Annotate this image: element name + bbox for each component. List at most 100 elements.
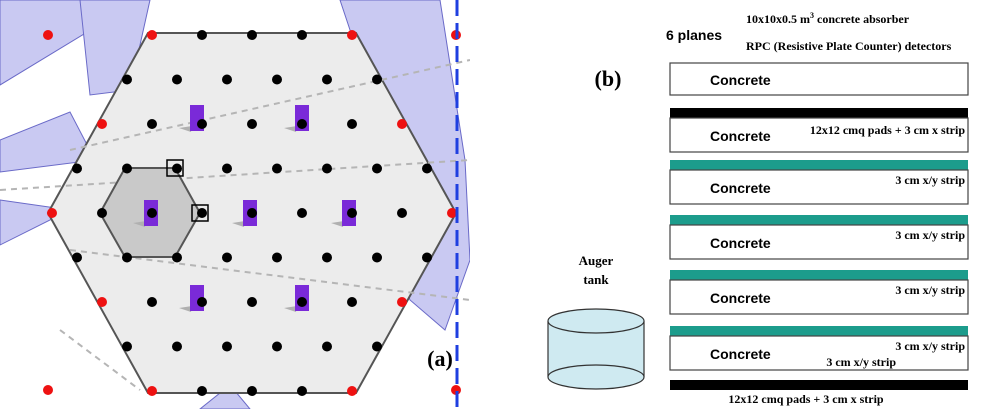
station-dot — [297, 208, 307, 218]
tank-label-line2: tank — [583, 272, 609, 287]
station-dot — [272, 74, 282, 85]
station-dot — [347, 208, 357, 218]
slab-note: 3 cm x/y strip — [895, 283, 965, 297]
rpc-label: RPC (Resistive Plate Counter) detectors — [746, 39, 952, 53]
station-dot — [197, 386, 207, 396]
concrete-box — [669, 169, 969, 205]
station-dot — [272, 252, 282, 263]
station-dot — [422, 163, 432, 174]
outer-station-dot — [43, 385, 53, 395]
station-dot — [372, 74, 382, 85]
grey-dashed-line — [59, 329, 141, 391]
station-dot — [222, 74, 232, 85]
panel-b-label: (b) — [595, 66, 622, 91]
station-dot — [122, 341, 132, 352]
outer-station-dot — [43, 30, 53, 40]
border-station-dot — [147, 30, 157, 40]
station-dot — [322, 252, 332, 263]
bottom-note: 12x12 cmq pads + 3 cm x strip — [728, 392, 884, 406]
slab-note: 3 cm x/y strip — [895, 339, 965, 353]
station-dot — [197, 119, 207, 129]
station-dot — [397, 208, 407, 218]
station-dot — [247, 119, 257, 129]
station-dot — [372, 252, 382, 263]
station-dot — [297, 297, 307, 307]
station-dot — [322, 163, 332, 174]
slab-note-secondary: 3 cm x/y strip — [826, 355, 896, 369]
auger-tank-icon — [547, 308, 645, 390]
detector-shadow — [284, 126, 297, 132]
station-dot — [322, 341, 332, 352]
station-dot — [297, 386, 307, 396]
concrete-box — [669, 279, 969, 315]
concrete-box — [669, 62, 969, 96]
bottom-rpc-bar — [670, 380, 968, 390]
detector-shadow — [179, 126, 192, 132]
concrete-label: Concrete — [710, 128, 771, 144]
station-dot — [247, 386, 257, 396]
tank-label-line1: Auger — [579, 253, 614, 268]
station-dot — [147, 119, 157, 129]
grey-dashed-line — [0, 159, 470, 191]
sector-bottom-left — [199, 384, 251, 409]
border-station-dot — [447, 208, 457, 218]
rpc-pad-bar — [670, 108, 968, 118]
detector-shadow — [133, 221, 146, 227]
station-dots — [43, 30, 461, 396]
station-dot — [347, 119, 357, 129]
station-dot — [297, 119, 307, 129]
border-station-dot — [397, 119, 407, 129]
concrete-label: Concrete — [710, 180, 771, 196]
border-station-dot — [47, 208, 57, 218]
border-station-dot — [347, 30, 357, 40]
station-dot — [122, 74, 132, 85]
slab-4: Concrete 3 cm x/y strip — [669, 215, 969, 260]
station-dot — [247, 297, 257, 307]
slab-6: Concrete 3 cm x/y strip 3 cm x/y strip — [669, 326, 969, 371]
grey-dashed-line — [69, 249, 470, 301]
station-dot — [222, 252, 232, 263]
station-dot — [172, 74, 182, 85]
station-dot — [247, 208, 257, 218]
absorber-label: 10x10x0.5 m3 concrete absorber — [746, 11, 910, 26]
station-dot — [247, 30, 257, 40]
border-station-dot — [97, 119, 107, 129]
station-dot — [322, 74, 332, 85]
station-dot — [297, 30, 307, 40]
concrete-label: Concrete — [710, 290, 771, 306]
slab-note: 3 cm x/y strip — [895, 228, 965, 242]
panel-a-label: (a) — [427, 346, 453, 371]
detector-shadow — [284, 306, 297, 312]
concrete-label: Concrete — [710, 72, 771, 88]
highlight-square — [166, 159, 184, 177]
station-dot — [347, 297, 357, 307]
concrete-slabs: Concrete Concrete 12x12 cmq pads + 3 cm x … — [669, 62, 969, 371]
concrete-box — [669, 117, 969, 153]
layer-structure-diagram: 6 planes 10x10x0.5 m3 concrete absorber … — [547, 11, 969, 406]
station-dot — [197, 297, 207, 307]
station-dot — [147, 297, 157, 307]
planes-label: 6 planes — [666, 27, 722, 43]
detector-shadow — [331, 221, 344, 227]
border-station-dot — [147, 386, 157, 396]
station-dot — [422, 252, 432, 263]
slab-2: Concrete 12x12 cmq pads + 3 cm x strip — [669, 108, 969, 153]
border-station-dot — [397, 297, 407, 307]
grey-dashed-line — [69, 59, 470, 151]
slab-5: Concrete 3 cm x/y strip — [669, 270, 969, 315]
concrete-label: Concrete — [710, 346, 771, 362]
slab-3: Concrete 3 cm x/y strip — [669, 160, 969, 205]
station-dot — [222, 341, 232, 352]
border-station-dot — [347, 386, 357, 396]
detector-shadow — [179, 306, 192, 312]
rpc-strip-bar — [670, 160, 968, 170]
concrete-box — [669, 224, 969, 260]
station-dot — [122, 163, 132, 174]
station-dot — [172, 163, 182, 174]
grey-dashed-lines — [0, 59, 470, 391]
station-dot — [97, 208, 107, 218]
rpc-strip-bar — [670, 270, 968, 280]
station-dot — [372, 341, 382, 352]
array-layout-diagram: (a) — [0, 0, 470, 409]
station-dot — [222, 163, 232, 174]
